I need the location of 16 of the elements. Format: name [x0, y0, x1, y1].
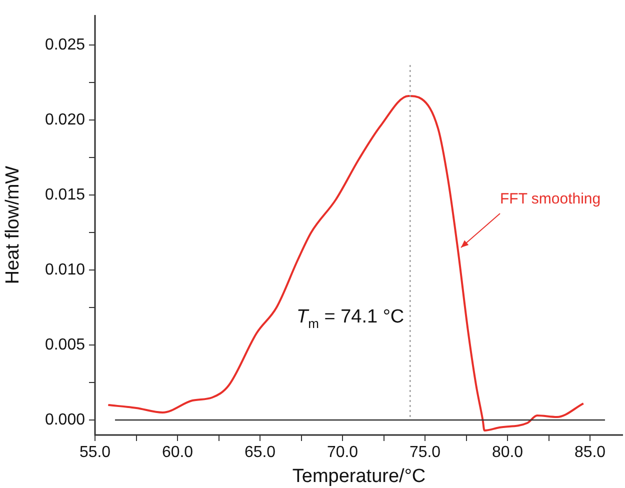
y-tick-label: 0.010 [44, 261, 86, 278]
y-tick-label: 0.020 [44, 111, 86, 128]
x-tick-label: 80.0 [492, 444, 524, 462]
x-tick-label: 55.0 [79, 444, 111, 462]
x-tick-label: 60.0 [162, 444, 194, 462]
x-tick-label: 85.0 [574, 444, 606, 462]
y-tick-label: 0.005 [44, 336, 86, 354]
x-axis-title: Temperature/°C [292, 466, 426, 487]
x-tick-label: 70.0 [326, 444, 358, 462]
y-axis-title: Heat flow/mW [2, 166, 24, 284]
annotation: FFT smoothing [500, 190, 601, 208]
y-tick-label: 0.025 [44, 36, 86, 54]
x-tick-label: 65.0 [244, 444, 276, 462]
y-tick-label: 0.000 [44, 411, 86, 428]
y-tick-label: 0.015 [44, 186, 86, 204]
x-tick-label: 75.0 [409, 444, 441, 462]
